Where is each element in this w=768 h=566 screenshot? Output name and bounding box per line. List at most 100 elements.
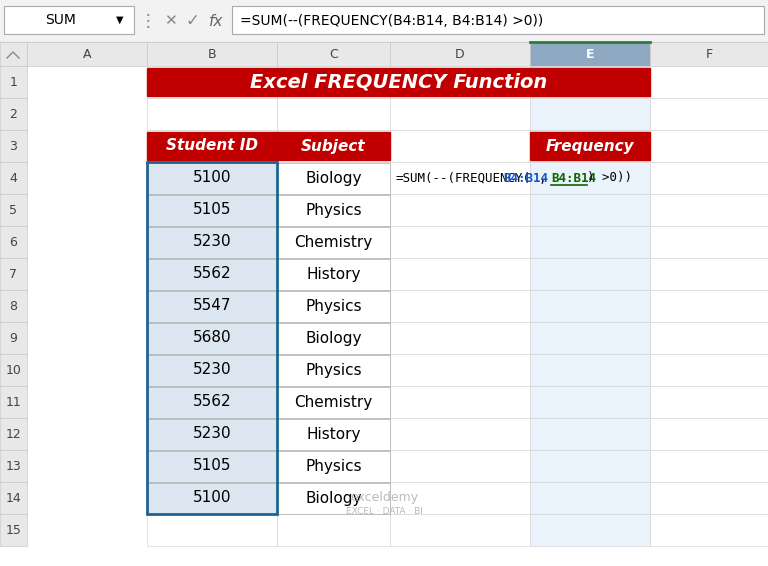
Bar [147,226,277,258]
Bar [277,418,390,450]
Bar [530,162,650,194]
Bar [277,482,390,514]
Bar [530,418,650,450]
Text: Student ID: Student ID [166,139,258,153]
Text: Biology: Biology [305,491,362,505]
Bar [147,66,277,98]
Text: 5105: 5105 [193,458,231,474]
Bar [277,132,390,160]
Bar [530,354,650,386]
Bar [390,258,530,290]
Bar [147,451,277,482]
Bar [0,514,27,546]
Bar [390,226,530,258]
Bar [277,66,390,98]
Text: ) >0)): ) >0)) [587,171,632,185]
Bar [147,482,277,514]
Bar [147,162,277,194]
Bar [277,290,390,322]
Text: Biology: Biology [305,331,362,345]
Bar [277,130,390,162]
Bar [650,66,768,98]
Text: fx: fx [209,15,223,29]
Text: ▼: ▼ [116,15,124,25]
Text: B4:B14: B4:B14 [551,171,596,185]
Text: 7: 7 [9,268,18,281]
Bar [530,66,650,98]
Bar [530,226,650,258]
Bar [147,68,650,96]
Bar [650,482,768,514]
Bar [390,450,530,482]
Bar [650,450,768,482]
Bar [530,386,650,418]
Bar [0,130,27,162]
Bar [530,194,650,226]
Text: EXCEL · DATA · BI: EXCEL · DATA · BI [346,507,422,516]
Text: A: A [83,48,91,61]
Bar [277,195,390,226]
Bar [0,386,27,418]
Bar [390,130,530,162]
Bar [530,514,650,546]
Bar [277,482,390,514]
Bar [277,450,390,482]
Bar [0,226,27,258]
Text: 12: 12 [5,427,22,440]
Text: 5105: 5105 [193,203,231,217]
Bar [390,418,530,450]
Bar [650,194,768,226]
Bar [530,132,650,160]
Bar [147,290,277,322]
Text: Biology: Biology [305,170,362,186]
Text: C: C [329,48,338,61]
Bar [390,514,530,546]
Text: Physics: Physics [305,203,362,217]
Bar [0,66,27,98]
Bar [0,0,768,42]
Bar [277,259,390,290]
Bar [27,42,147,66]
Text: Physics: Physics [305,362,362,378]
Bar [147,98,277,130]
Bar [0,42,27,66]
Bar [390,322,530,354]
Bar [277,98,390,130]
Bar [147,259,277,290]
Bar [232,6,764,34]
Text: ✓: ✓ [185,12,199,30]
Bar [147,450,277,482]
Text: 5100: 5100 [193,491,231,505]
Text: B4:B14: B4:B14 [503,171,548,185]
Bar [147,418,277,450]
Bar [390,98,530,130]
Bar [277,514,390,546]
Text: exceldemy: exceldemy [350,491,418,504]
Bar [390,194,530,226]
Text: E: E [586,48,594,61]
Bar [530,450,650,482]
Text: Chemistry: Chemistry [294,234,372,250]
Bar [277,226,390,258]
Bar [147,226,277,258]
Bar [147,42,277,66]
Text: 5: 5 [9,204,18,217]
Bar [277,387,390,418]
Bar [0,450,27,482]
Text: ⋮: ⋮ [140,12,157,30]
Bar [650,162,768,194]
Bar [277,290,390,322]
Bar [530,42,650,66]
Bar [0,354,27,386]
Text: 5562: 5562 [193,267,231,281]
Bar [390,482,530,514]
Text: 8: 8 [9,299,18,312]
Bar [277,354,390,386]
Text: 2: 2 [9,108,18,121]
Bar [277,42,390,66]
Bar [0,482,27,514]
Bar [147,386,277,418]
Bar [530,322,650,354]
Bar [277,226,390,258]
Text: 15: 15 [5,524,22,537]
